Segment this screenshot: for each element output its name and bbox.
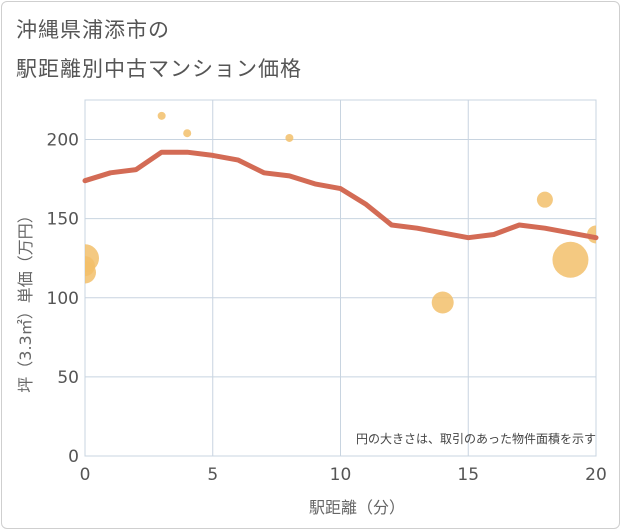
data-bubble — [536, 191, 553, 208]
line-layer — [82, 149, 599, 241]
y-tick-label: 50 — [57, 368, 79, 388]
tick-layer: 0 50 100 150 200 0 5 10 15 20 — [47, 131, 607, 485]
data-bubble — [183, 129, 192, 138]
chart-title-line2: 駅距離別中古マンション価格 — [16, 57, 302, 81]
y-tick-label: 200 — [47, 131, 79, 151]
x-tick-label: 20 — [585, 465, 607, 485]
data-bubble — [285, 133, 294, 142]
x-tick-label: 10 — [330, 465, 352, 485]
y-tick-label: 0 — [68, 447, 79, 467]
y-tick-label: 150 — [47, 210, 79, 230]
data-bubble — [85, 261, 96, 284]
data-bubble — [552, 241, 589, 278]
x-tick-label: 15 — [457, 465, 479, 485]
y-axis-label: 坪（3.3㎡）単価（万円） — [16, 207, 35, 392]
y-tick-label: 100 — [47, 289, 79, 309]
data-bubble — [157, 111, 166, 120]
bubble-size-note: 円の大きさは、取引のあった物件面積を示す — [356, 431, 596, 446]
x-axis-label: 駅距離（分） — [309, 498, 405, 517]
grid-layer — [84, 99, 597, 457]
data-bubble — [431, 291, 454, 314]
bubble-layer — [85, 111, 596, 314]
chart-title-line1: 沖縄県浦添市の — [16, 18, 170, 42]
average-price-line — [82, 149, 599, 241]
x-tick-label: 5 — [207, 465, 218, 485]
x-tick-label: 0 — [80, 465, 91, 485]
